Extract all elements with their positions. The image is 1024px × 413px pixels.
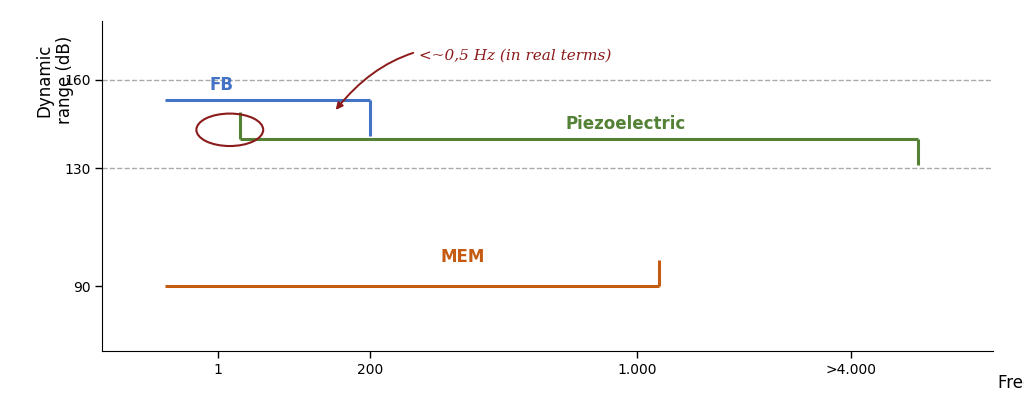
Text: FB: FB (209, 76, 233, 95)
Text: MEM: MEM (441, 247, 485, 266)
Text: Freq. (Hz): Freq. (Hz) (997, 374, 1024, 392)
Text: <~0,5 Hz (in real terms): <~0,5 Hz (in real terms) (337, 49, 611, 108)
Y-axis label: Dynamic
range (dB): Dynamic range (dB) (36, 36, 75, 124)
Text: Piezoelectric: Piezoelectric (565, 115, 686, 133)
